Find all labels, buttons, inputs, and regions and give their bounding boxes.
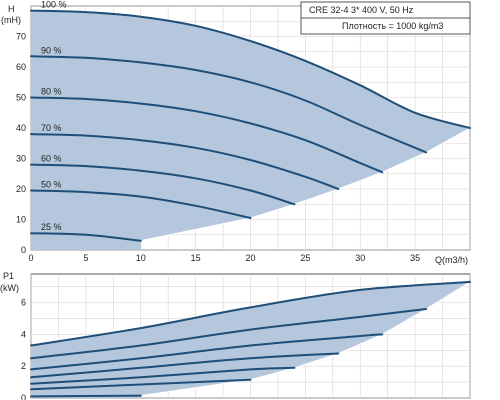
y-tick-label: 0 [21, 245, 26, 255]
x-axis-label: Q(m3/h) [435, 255, 468, 265]
y-tick-label: 60 [16, 62, 26, 72]
series-curve-25 [30, 394, 142, 398]
y-tick-label: 10 [16, 215, 26, 225]
y-tick-label: 2 [21, 361, 26, 371]
pump-model-label: CRE 32-4 3* 400 V, 50 Hz [309, 5, 414, 15]
series-curve-70 [30, 352, 340, 379]
y-axis-unit: (kW) [0, 283, 19, 293]
y-axis-unit: (mH) [1, 15, 21, 25]
info-box: CRE 32-4 3* 400 V, 50 Hz Плотность = 1000… [300, 1, 471, 35]
x-tick-label: 25 [300, 253, 310, 263]
x-tick-label: 15 [191, 253, 201, 263]
series-label: 50 % [41, 180, 62, 190]
density-label: Плотность = 1000 kg/m3 [342, 21, 443, 31]
series-label: 25 % [41, 222, 62, 232]
x-tick-label: 5 [83, 253, 88, 263]
series-label: 90 % [41, 45, 62, 55]
x-tick-label: 35 [410, 253, 420, 263]
series-curve-70 [30, 133, 340, 190]
series-label: 80 % [41, 87, 62, 97]
power-flow-chart: 0 2 4 6 P1 (kW) [0, 271, 471, 400]
series-curve-90 [30, 55, 428, 154]
y-tick-label: 20 [16, 184, 26, 194]
y-tick-label: 40 [16, 123, 26, 133]
x-tick-label: 0 [28, 253, 33, 263]
x-tick-label: 10 [136, 253, 146, 263]
x-tick-label: 20 [245, 253, 255, 263]
series-curve-60 [30, 366, 296, 385]
y-tick-label: 70 [16, 32, 26, 42]
head-flow-chart: 100 %90 %80 %70 %60 %50 %25 %01020304050… [1, 0, 471, 265]
series-label: 100 % [41, 0, 67, 10]
series-curve-80 [30, 96, 384, 174]
operating-region [31, 10, 470, 250]
series-curve-25 [30, 232, 142, 242]
y-tick-label: 0 [21, 393, 26, 400]
series-label: 70 % [41, 123, 62, 133]
y-axis-label: P1 [3, 271, 14, 281]
series-curve-100 [30, 280, 471, 347]
y-tick-label: 30 [16, 154, 26, 164]
y-axis-label: H [8, 4, 15, 14]
y-tick-label: 50 [16, 93, 26, 103]
series-curve-50 [30, 189, 252, 219]
operating-region [31, 281, 470, 398]
y-tick-label: 4 [21, 329, 26, 339]
series-curve-90 [30, 308, 428, 360]
series-curve-100 [30, 9, 471, 129]
series-curve-50 [30, 378, 252, 391]
y-tick-label: 6 [21, 298, 26, 308]
series-curve-80 [30, 333, 384, 371]
series-label: 60 % [41, 154, 62, 164]
x-tick-label: 30 [355, 253, 365, 263]
series-curve-60 [30, 163, 296, 206]
